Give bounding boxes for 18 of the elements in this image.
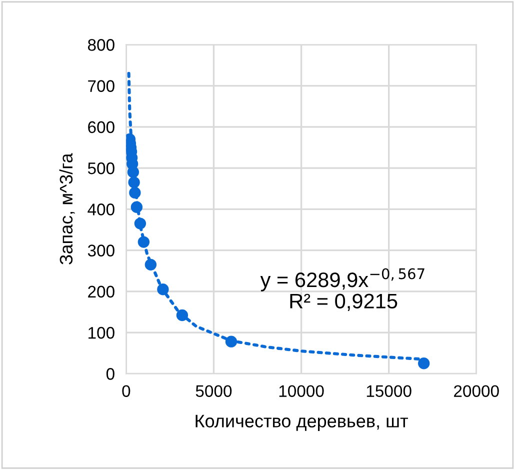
annotation: y = 6289,9x$^{−0,567}$	[260, 268, 424, 292]
y-tick-label: 400	[88, 204, 114, 216]
annotation: R² = 0,9215	[290, 294, 398, 311]
x-axis-title: Количество деревьев, шт	[196, 414, 408, 432]
y-tick-label: 300	[88, 244, 114, 256]
y-tick-label: 0	[106, 368, 114, 380]
y-axis-title: Запас, м^3/га	[59, 153, 75, 265]
y-tick-label: 500	[88, 162, 114, 174]
x-tick-label: 20000	[454, 385, 499, 398]
y-tick-label: 700	[88, 80, 114, 92]
x-tick-label: 15000	[366, 385, 412, 398]
y-tick-label: 200	[88, 286, 114, 298]
y-tick-label: 600	[88, 121, 114, 134]
y-tick-label: 800	[88, 39, 114, 51]
y-tick-label: 100	[88, 326, 114, 339]
x-tick-label: 10000	[279, 385, 324, 398]
x-tick-label: 0	[122, 385, 130, 398]
x-tick-label: 5000	[196, 385, 232, 398]
